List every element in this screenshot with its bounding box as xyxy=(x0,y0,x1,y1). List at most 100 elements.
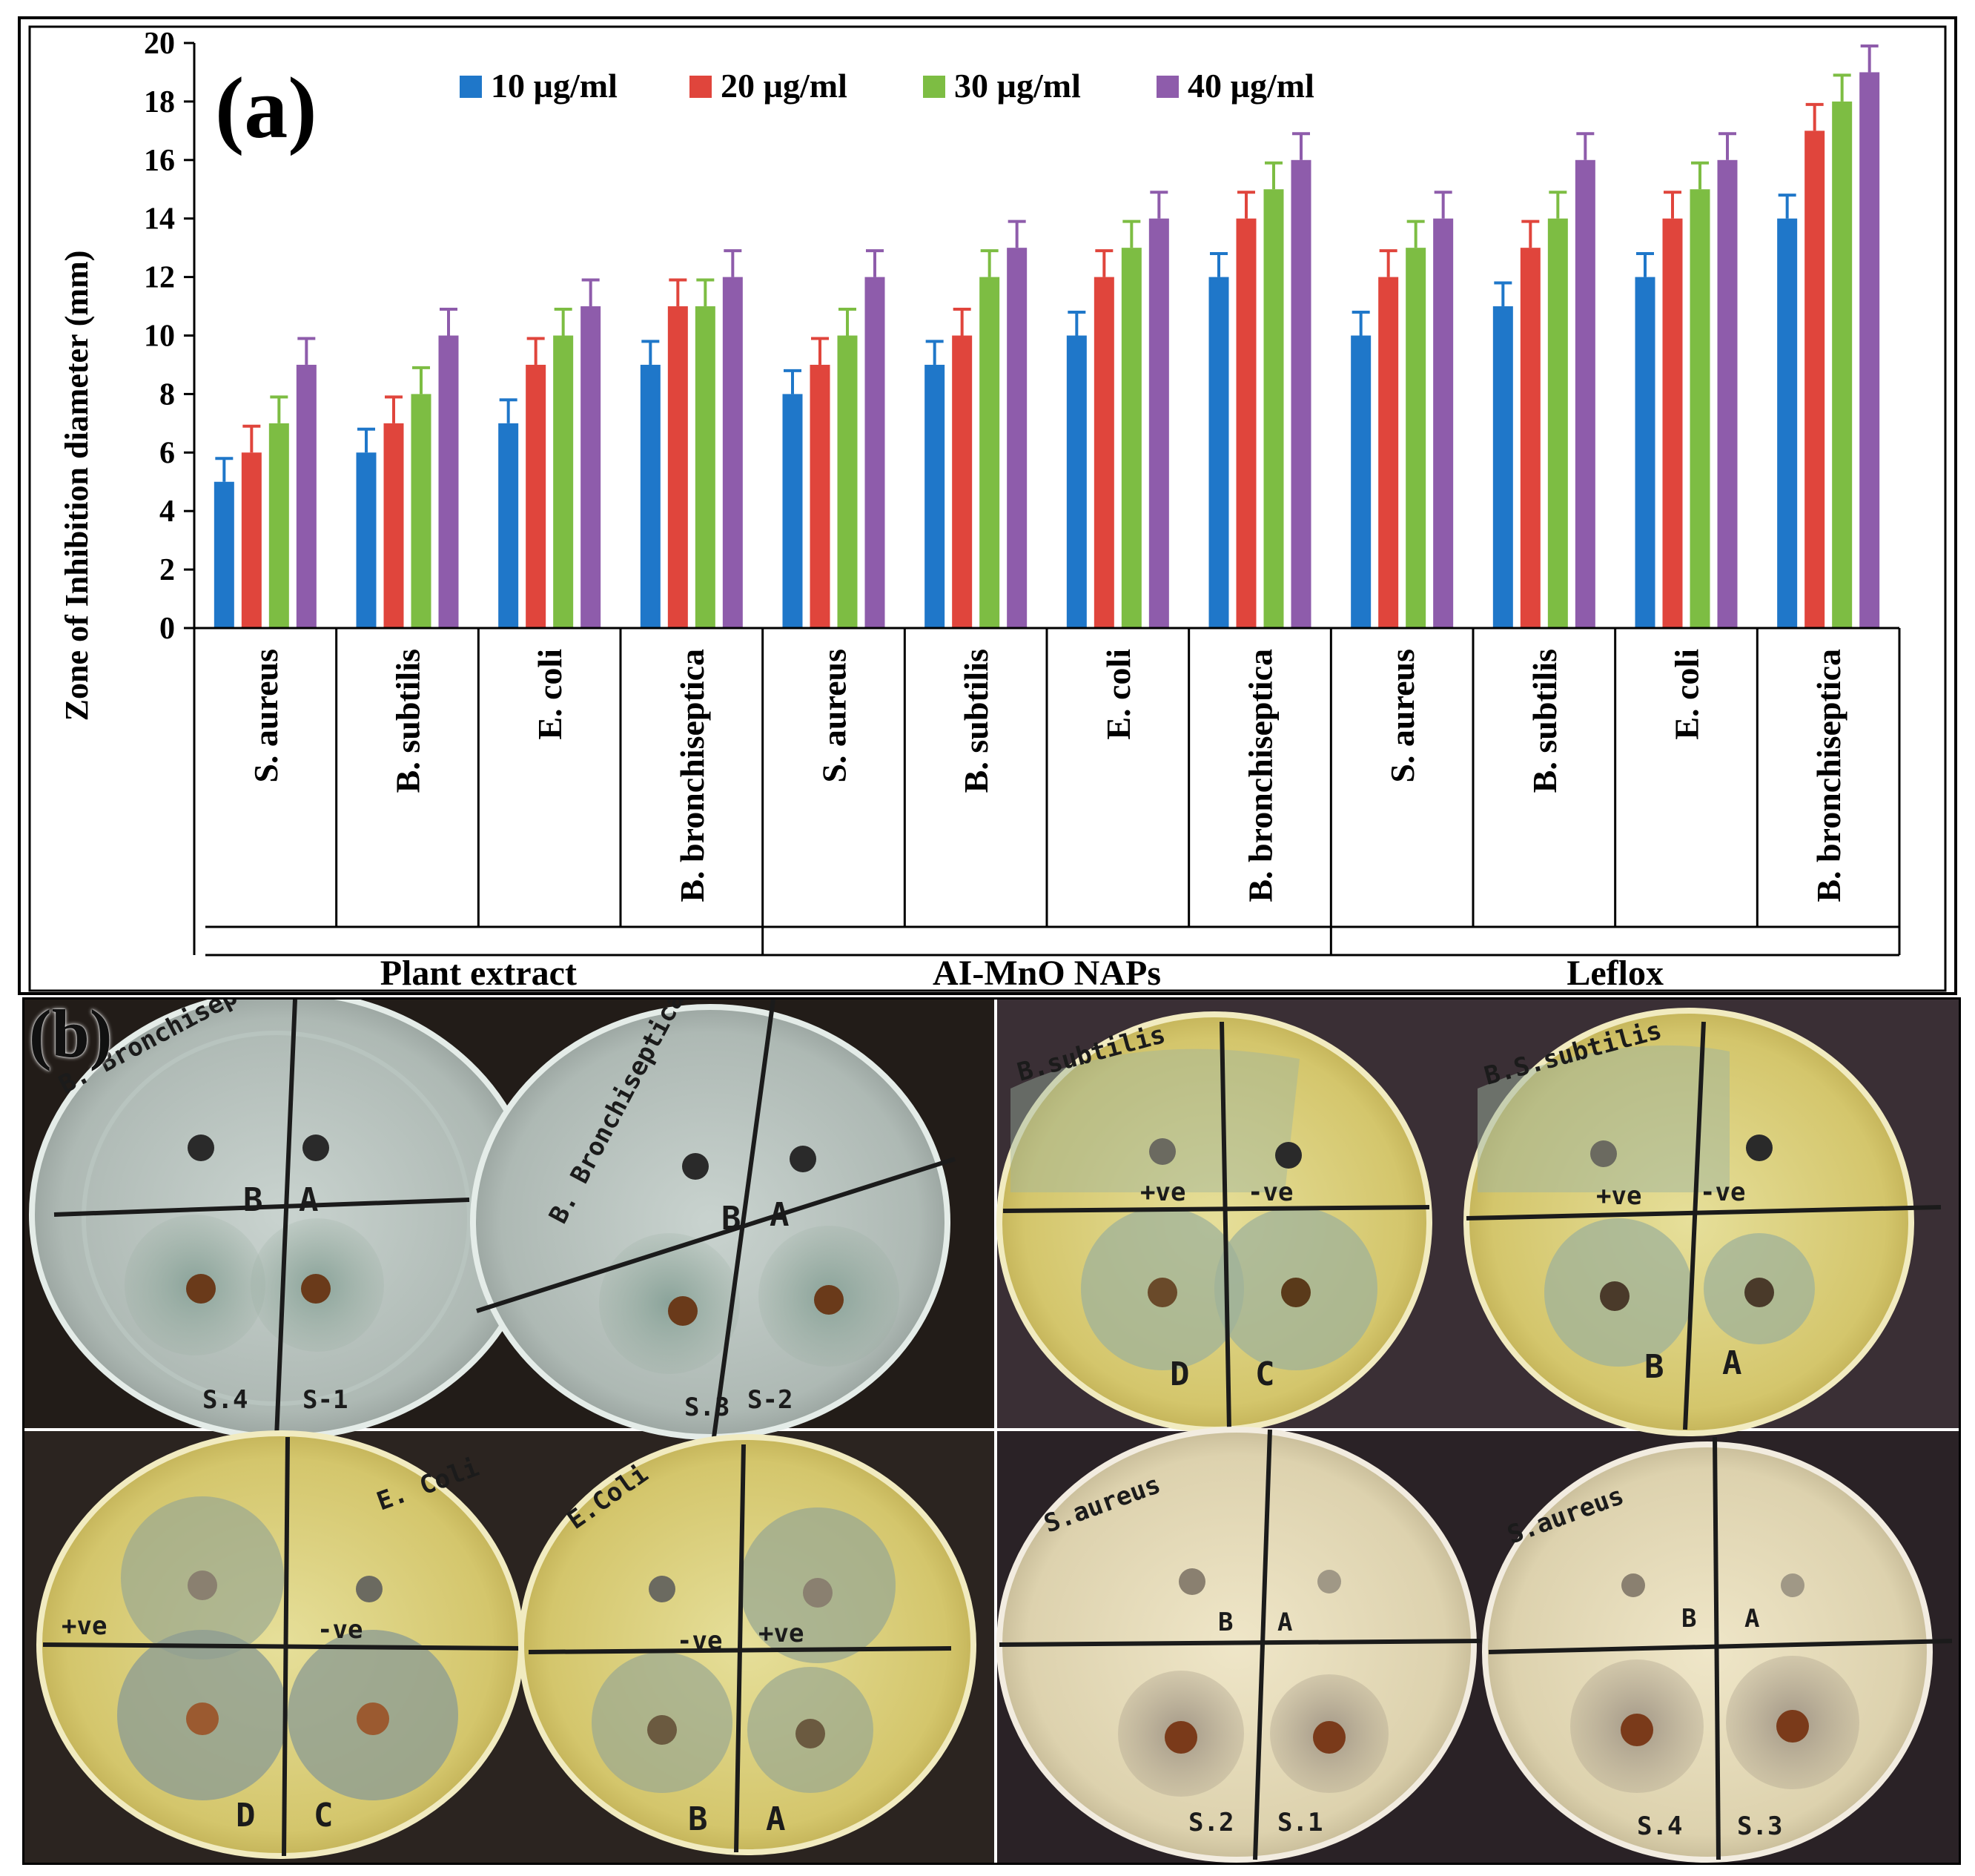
x-tick-label: B. subtilis xyxy=(957,649,995,793)
y-tick-label: 12 xyxy=(144,261,175,295)
bar-s30-3 xyxy=(695,306,715,628)
x-tick-label: E. coli xyxy=(1668,649,1706,740)
bar-s10-8 xyxy=(1351,335,1372,628)
bar-s20-2 xyxy=(526,364,546,628)
bar-s10-4 xyxy=(782,394,803,628)
bar-s10-11 xyxy=(1777,218,1798,628)
bar-s30-6 xyxy=(1121,248,1142,628)
bar-s40-5 xyxy=(1007,248,1028,628)
bar-s30-2 xyxy=(553,335,574,628)
x-tick-label: B. subtilis xyxy=(1526,649,1564,793)
x-tick-label: B. subtilis xyxy=(389,649,427,793)
bar-s20-3 xyxy=(667,306,688,628)
bar-s40-2 xyxy=(580,306,601,628)
bar-s10-1 xyxy=(356,452,377,628)
bar-s30-11 xyxy=(1832,101,1853,628)
petri-dish-7 xyxy=(996,1427,1482,1863)
plate-7-q2: A xyxy=(1277,1608,1293,1637)
bar-s40-11 xyxy=(1859,72,1880,628)
legend-swatch-s30 xyxy=(923,76,945,98)
bar-s40-7 xyxy=(1291,159,1311,629)
plate-2-q3: S.3 xyxy=(684,1393,730,1422)
legend-label-s40: 40 µg/ml xyxy=(1188,67,1314,105)
bar-s30-7 xyxy=(1263,189,1284,628)
legend-swatch-s40 xyxy=(1157,76,1179,98)
x-tick-label: S. aureus xyxy=(1383,649,1421,783)
legend-label-s30: 30 µg/ml xyxy=(954,67,1081,105)
plate-8-q4: S.3 xyxy=(1737,1811,1783,1841)
x-tick-label: B. bronchiseptica xyxy=(673,649,711,902)
petri-dish-6 xyxy=(518,1434,976,1855)
legend-swatch-s20 xyxy=(689,76,712,98)
petri-dish-4 xyxy=(1463,1008,1942,1436)
bar-s10-2 xyxy=(498,423,519,628)
bar-s40-8 xyxy=(1433,218,1454,628)
x-tick-label: B. bronchiseptica xyxy=(1242,649,1280,902)
bar-s10-0 xyxy=(214,481,234,628)
panel-b-label: (b) xyxy=(29,997,113,1071)
legend: 10 µg/ml 20 µg/ml 30 µg/ml 40 µg/ml xyxy=(460,67,1314,105)
bar-s40-4 xyxy=(864,277,885,628)
bar-s40-10 xyxy=(1717,159,1738,629)
bar-s20-8 xyxy=(1378,277,1399,628)
bar-s20-1 xyxy=(383,423,404,628)
y-tick-label: 8 xyxy=(159,377,175,412)
bar-s20-4 xyxy=(810,364,830,628)
group-label-1: AI-MnO NAPs xyxy=(933,954,1161,993)
plate-8-q3: S.4 xyxy=(1637,1811,1683,1841)
plate-7-q3: S.2 xyxy=(1188,1808,1234,1837)
plate-4-q4: A xyxy=(1722,1344,1742,1382)
plate-7-q4: S.1 xyxy=(1277,1808,1323,1837)
bars-layer xyxy=(214,44,1880,629)
y-tick-label: 6 xyxy=(159,436,175,470)
bar-s30-9 xyxy=(1547,218,1568,628)
plate-3-q3: D xyxy=(1170,1355,1190,1393)
bar-s30-5 xyxy=(979,277,1000,628)
bar-s40-1 xyxy=(438,335,459,628)
legend-swatch-s10 xyxy=(460,76,482,98)
x-tick-label: S. aureus xyxy=(816,649,853,783)
y-axis: 0 2 4 6 8 10 12 14 16 18 20 xyxy=(144,27,196,646)
y-tick-label: 0 xyxy=(159,612,175,646)
plate-5-q3: D xyxy=(236,1797,256,1834)
petri-dish-8 xyxy=(1482,1436,1953,1863)
bar-s40-3 xyxy=(722,277,743,628)
group-label-0: Plant extract xyxy=(380,954,577,993)
bar-s10-6 xyxy=(1066,335,1087,628)
panel-a-label: (a) xyxy=(215,59,317,156)
photo-panel-b: (b) xyxy=(22,997,1961,1865)
x-tick-label: E. coli xyxy=(531,649,569,740)
bar-s40-0 xyxy=(296,364,317,628)
y-tick-label: 14 xyxy=(144,202,175,237)
x-axis: S. aureus B. subtilis E. coli B. bronchisep… xyxy=(193,627,1901,993)
bar-s30-1 xyxy=(411,394,431,628)
plate-5-q2: -ve xyxy=(317,1615,363,1645)
plate-7-q1: B xyxy=(1218,1608,1234,1637)
plate-2-q4: S-2 xyxy=(747,1385,793,1415)
bar-s20-7 xyxy=(1236,218,1257,628)
bar-s30-4 xyxy=(837,335,858,628)
x-tick-label: S. aureus xyxy=(247,649,285,783)
plate-2-q2: A xyxy=(770,1196,790,1234)
plate-1-q3: S.4 xyxy=(202,1385,248,1415)
bar-s40-6 xyxy=(1148,218,1169,628)
y-tick-label: 16 xyxy=(144,144,175,178)
bar-s20-9 xyxy=(1520,248,1541,628)
bar-s20-10 xyxy=(1662,218,1683,628)
group-label-2: Leflox xyxy=(1567,954,1664,993)
petri-dish-2 xyxy=(470,1000,956,1440)
plate-6-q3: B xyxy=(688,1800,708,1838)
plate-6-q1: -ve xyxy=(677,1626,723,1656)
plate-8-q1: B xyxy=(1681,1604,1697,1634)
bar-s30-8 xyxy=(1406,248,1426,628)
y-tick-label: 10 xyxy=(144,320,175,354)
x-tick-label: B. bronchiseptica xyxy=(1810,649,1847,902)
bar-s20-5 xyxy=(952,335,973,628)
plate-5-q4: C xyxy=(314,1797,334,1834)
plate-4-q1: +ve xyxy=(1596,1181,1642,1211)
x-tick-label: E. coli xyxy=(1099,649,1137,740)
plate-3-q1: +ve xyxy=(1140,1178,1186,1207)
petri-dish-photos xyxy=(24,1000,1959,1863)
bar-s10-10 xyxy=(1635,277,1655,628)
plate-3-q4: C xyxy=(1255,1355,1275,1393)
